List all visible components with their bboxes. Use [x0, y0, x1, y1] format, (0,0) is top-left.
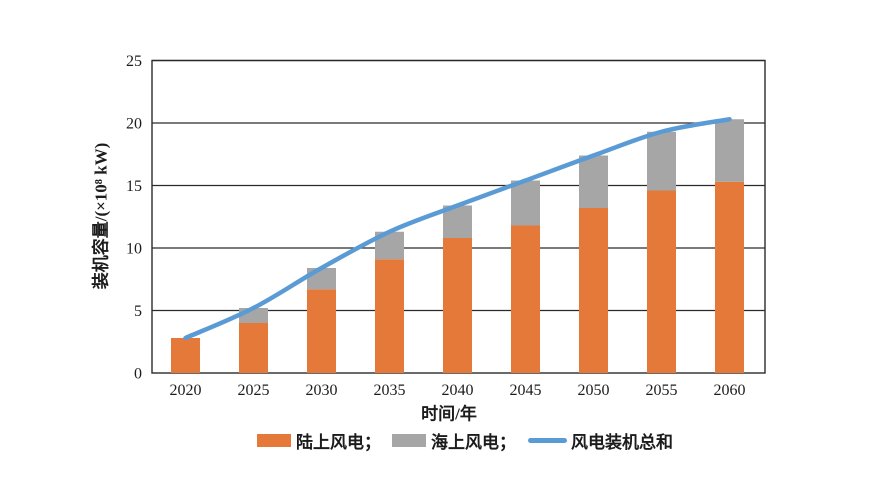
legend-label-offshore: 海上风电；: [431, 432, 516, 452]
total-line-swatch-icon: [528, 437, 567, 443]
bar-onshore-2025: [239, 323, 268, 373]
x-tick-label: 2045: [510, 382, 542, 399]
x-tick-label: 2060: [714, 382, 746, 399]
y-axis-title: 装机容量/(×10⁸ kW): [91, 142, 111, 290]
bar-offshore-2045: [511, 180, 540, 226]
y-tick-label: 20: [126, 116, 142, 133]
chart-legend: 陆上风电； 海上风电； 风电装机总和: [0, 430, 879, 452]
legend-item-onshore: 陆上风电；: [257, 430, 381, 452]
offshore-swatch-icon: [392, 433, 426, 447]
bar-onshore-2060: [715, 181, 744, 373]
x-tick-label: 2025: [238, 382, 270, 399]
y-tick-label: 15: [126, 178, 142, 195]
total-capacity-line: [183, 117, 732, 341]
bar-onshore-2045: [511, 225, 540, 373]
bar-offshore-2030: [307, 268, 336, 290]
bar-onshore-2055: [647, 190, 676, 373]
x-tick-label: 2040: [442, 382, 474, 399]
y-tick-label: 25: [126, 53, 142, 70]
bar-onshore-2030: [307, 289, 336, 373]
x-tick-label: 2050: [578, 382, 610, 399]
y-tick-label: 0: [134, 366, 142, 383]
bar-onshore-2050: [579, 208, 608, 373]
bar-onshore-2020: [171, 338, 200, 373]
bar-onshore-2040: [443, 238, 472, 373]
x-tick-label: 2055: [646, 382, 678, 399]
x-axis-title: 时间/年: [421, 404, 477, 424]
bar-onshore-2035: [375, 259, 404, 373]
bar-offshore-2060: [715, 119, 744, 182]
legend-label-onshore: 陆上风电；: [296, 432, 381, 452]
x-tick-label: 2020: [170, 382, 202, 399]
y-tick-label: 5: [134, 303, 142, 320]
bar-offshore-2055: [647, 131, 676, 191]
x-tick-label: 2030: [306, 382, 338, 399]
legend-item-total: 风电装机总和: [528, 430, 673, 452]
legend-item-offshore: 海上风电；: [392, 430, 516, 452]
bar-offshore-2050: [579, 155, 608, 208]
y-tick-label: 10: [126, 241, 142, 258]
onshore-swatch-icon: [257, 433, 291, 447]
x-tick-label: 2035: [374, 382, 406, 399]
legend-label-total: 风电装机总和: [571, 432, 673, 452]
